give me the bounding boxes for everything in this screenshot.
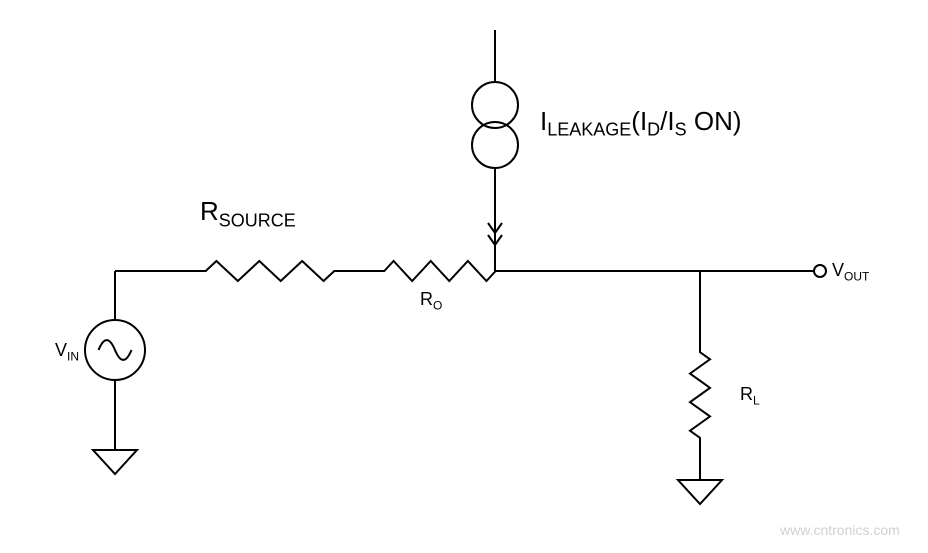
vin-label: VIN	[55, 340, 79, 364]
rl-label: RL	[740, 384, 760, 408]
watermark: www.cntronics.com	[779, 522, 900, 538]
rsource-label: RSOURCE	[200, 196, 296, 231]
rsource-resistor	[195, 261, 345, 281]
vout-label: VOUT	[832, 260, 870, 284]
rl-resistor	[690, 345, 710, 445]
ro-resistor	[375, 261, 505, 281]
ro-label: RO	[420, 289, 442, 313]
ileakage-label: ILEAKAGE(ID/IS ON)	[540, 106, 742, 140]
